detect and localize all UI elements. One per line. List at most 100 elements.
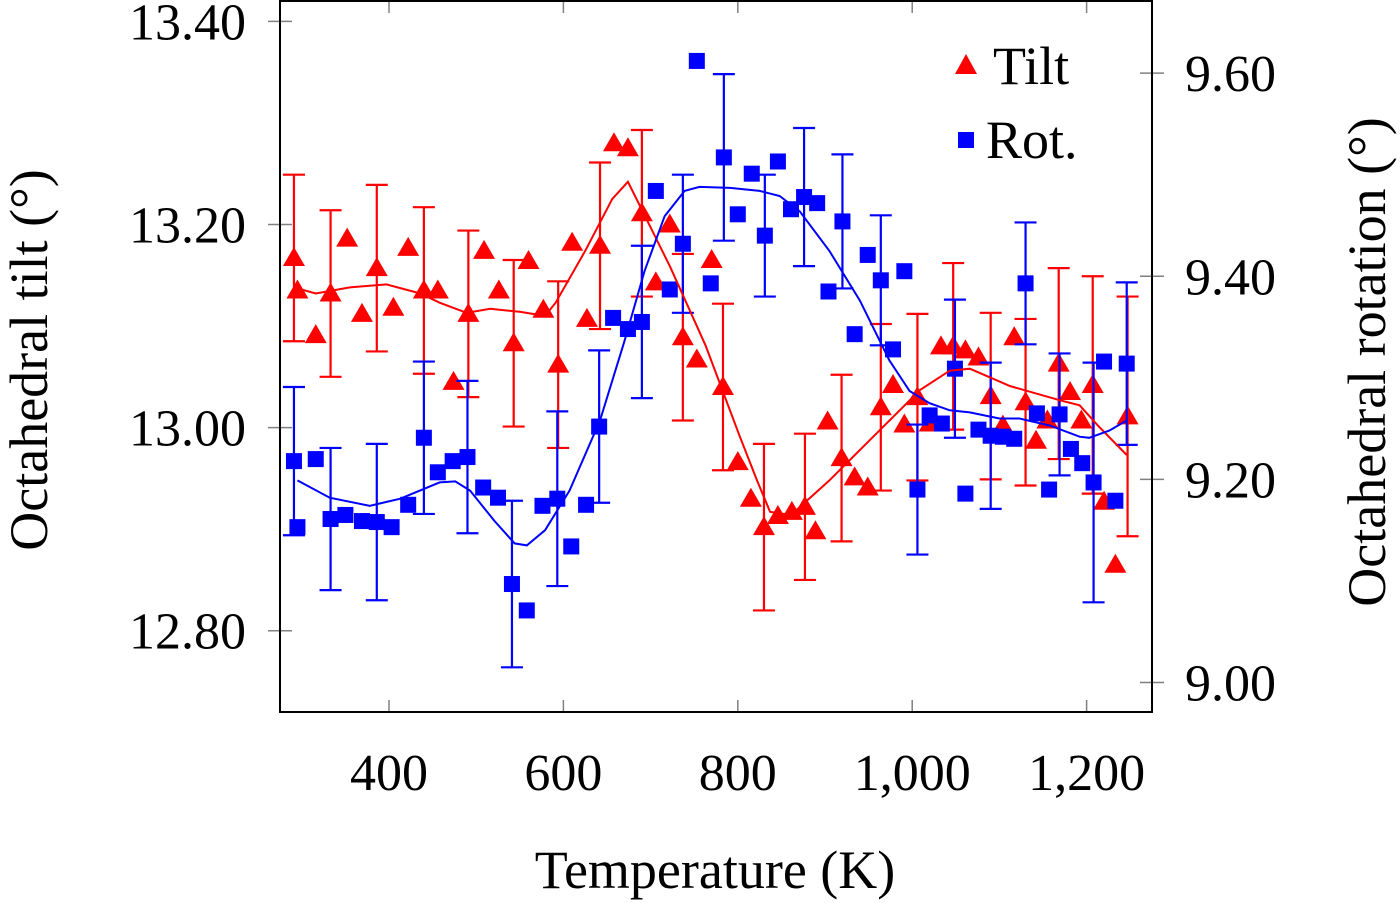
rotation-point xyxy=(647,182,664,199)
rotation-point xyxy=(970,421,987,438)
rotation-point xyxy=(307,451,324,468)
rotation-point xyxy=(885,341,902,358)
tilt-point xyxy=(1070,409,1093,429)
rotation-point xyxy=(872,272,889,289)
rotation-point xyxy=(946,360,963,377)
rotation-point xyxy=(957,485,974,502)
rotation-point xyxy=(563,538,580,555)
tilt-point xyxy=(752,516,775,536)
legend-tilt-marker xyxy=(955,54,977,74)
rotation-point xyxy=(729,206,746,223)
tilt-point xyxy=(442,370,465,390)
tilt-point xyxy=(365,257,388,277)
rotation-point xyxy=(534,497,551,514)
tilt-fit-line xyxy=(297,180,1128,517)
rotation-point xyxy=(782,201,799,218)
tilt-point xyxy=(711,375,734,395)
rotation-point xyxy=(459,449,476,466)
rotation-point xyxy=(1107,492,1124,509)
tilt-point xyxy=(856,476,879,496)
tilt-point xyxy=(547,353,570,373)
rotation-point xyxy=(490,489,506,506)
rotation-point xyxy=(429,464,446,481)
rotation-point xyxy=(549,490,566,507)
legend-rot-label: Rot. xyxy=(986,110,1078,170)
rotation-point xyxy=(518,602,535,619)
x-tick-label: 1,200 xyxy=(1028,745,1145,802)
x-tick-labels: 400 600 800 1,000 1,200 xyxy=(350,745,1145,802)
rotation-point xyxy=(503,576,520,593)
y-right-tick-labels: 9.00 9.20 9.40 9.60 xyxy=(1185,46,1276,712)
y-right-axis-label: Octahedral rotation (°) xyxy=(1337,117,1397,606)
rotation-point xyxy=(605,309,622,326)
rotation-point xyxy=(1041,481,1058,498)
tilt-point xyxy=(1025,429,1048,449)
y-left-tick-labels: 12.80 13.00 13.20 13.40 xyxy=(129,0,246,661)
tilt-point xyxy=(616,137,639,157)
axis-ticks xyxy=(268,1,1164,712)
rotation-point xyxy=(982,427,999,444)
rotation-point xyxy=(715,149,732,166)
tilt-point xyxy=(869,396,892,416)
rotation-point xyxy=(1017,275,1034,292)
rotation-point xyxy=(846,326,863,343)
y-right-tick-label: 9.00 xyxy=(1185,656,1276,713)
tilt-point xyxy=(658,213,681,233)
rotation-point xyxy=(353,513,370,530)
y-right-tick-label: 9.40 xyxy=(1185,249,1276,306)
rotation-fit-line xyxy=(296,185,1128,547)
x-tick-label: 1,000 xyxy=(854,745,971,802)
legend: Tilt Rot. xyxy=(955,36,1078,170)
rotation-point xyxy=(896,263,913,280)
tilt-point xyxy=(517,250,540,270)
legend-rot-marker xyxy=(958,132,974,148)
rotation-point xyxy=(769,153,786,170)
tilt-point xyxy=(739,487,762,507)
rotation-point xyxy=(909,481,926,498)
legend-tilt-label: Tilt xyxy=(993,36,1069,96)
rotation-point xyxy=(834,213,851,230)
tilt-point xyxy=(685,348,708,368)
y-left-tick-label: 13.20 xyxy=(129,197,246,254)
y-left-tick-label: 12.80 xyxy=(129,604,246,661)
rotation-point xyxy=(921,407,938,424)
x-tick-label: 400 xyxy=(350,745,428,802)
tilt-point xyxy=(397,236,420,256)
plot-frame xyxy=(279,0,1153,713)
y-right-tick-label: 9.20 xyxy=(1185,452,1276,509)
x-tick-label: 600 xyxy=(524,745,602,802)
tilt-point xyxy=(350,302,373,322)
rotation-point xyxy=(400,496,417,513)
rotation-point xyxy=(859,246,876,263)
rotation-point xyxy=(820,283,837,300)
rotation-point xyxy=(688,52,705,69)
tilt-point xyxy=(671,326,694,346)
tilt-point xyxy=(804,520,827,540)
rotation-point xyxy=(415,429,432,446)
rotation-point xyxy=(289,519,306,536)
rotation-point xyxy=(933,415,950,432)
rotation-point xyxy=(322,511,339,528)
rotation-point xyxy=(1028,405,1045,422)
tilt-point xyxy=(1003,326,1026,346)
rotation-point xyxy=(661,281,678,298)
tilt-point xyxy=(336,227,359,247)
rotation-point xyxy=(578,496,595,513)
tilt-point xyxy=(644,271,667,291)
tilt-point xyxy=(502,332,525,352)
y-left-axis-label: Octahedral tilt (°) xyxy=(0,169,59,550)
tilt-point xyxy=(882,373,905,393)
rotation-point xyxy=(1051,406,1068,423)
x-tick-label: 800 xyxy=(699,745,777,802)
y-right-tick-label: 9.60 xyxy=(1185,46,1276,103)
rotation-point xyxy=(1062,440,1079,457)
tilt-point xyxy=(561,231,584,251)
rotation-point xyxy=(633,313,650,330)
rotation-point xyxy=(285,453,302,470)
tilt-point xyxy=(843,466,866,486)
tilt-point xyxy=(893,413,916,433)
rotation-point xyxy=(1085,474,1102,491)
tilt-point xyxy=(282,246,305,266)
rotation-point xyxy=(368,514,385,531)
rotation-point xyxy=(1074,455,1091,472)
